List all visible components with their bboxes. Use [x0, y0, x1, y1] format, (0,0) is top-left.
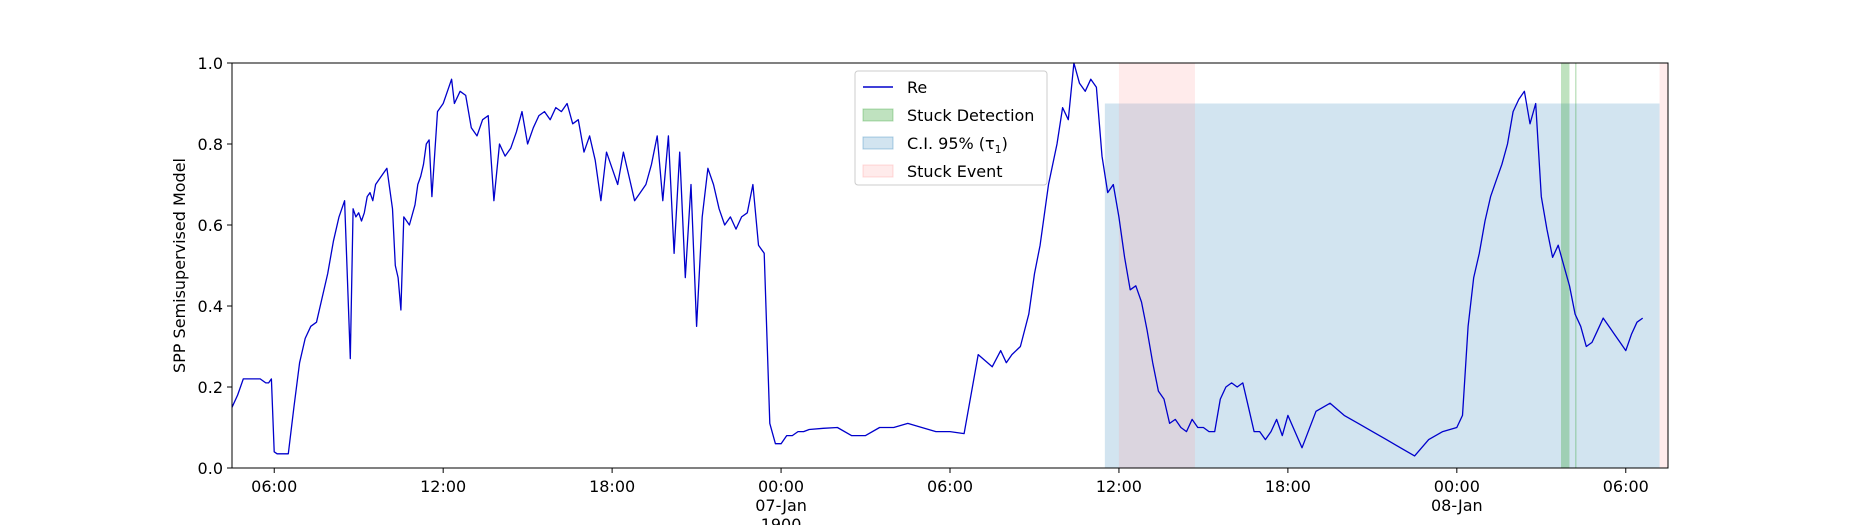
legend-label: Stuck Event	[907, 162, 1003, 181]
x-tick-label: 06:00	[927, 477, 973, 496]
stuck-event-region	[1118, 63, 1195, 468]
x-tick-label: 07-Jan	[755, 496, 807, 515]
stuck-event-region	[1659, 63, 1668, 468]
y-tick-label: 0.6	[198, 216, 223, 235]
x-tick-label: 06:00	[1603, 477, 1649, 496]
y-tick-label: 0.4	[198, 297, 223, 316]
legend-swatch-ci	[862, 136, 894, 150]
x-tick-label: 18:00	[1265, 477, 1311, 496]
x-tick-label: 06:00	[251, 477, 297, 496]
x-tick-label: 12:00	[420, 477, 466, 496]
stuck-detection-region	[1575, 63, 1577, 468]
y-tick-label: 0.2	[198, 378, 223, 397]
y-tick-label: 0.8	[198, 135, 223, 154]
shaded-regions	[1104, 63, 1668, 468]
x-tick-label: 1900	[761, 515, 802, 525]
x-tick-label: 00:00	[758, 477, 804, 496]
y-tick-label: 1.0	[198, 54, 223, 73]
legend-label: Re	[907, 78, 927, 97]
legend-label: Stuck Detection	[907, 106, 1034, 125]
legend-swatch-stuck-event	[862, 164, 894, 178]
series-line-re	[231, 62, 1644, 457]
legend-box	[854, 70, 1048, 186]
x-tick-label: 08-Jan	[1431, 496, 1483, 515]
legend-label: C.I. 95% (τ1)	[907, 134, 1008, 156]
x-tick-label: 18:00	[589, 477, 635, 496]
y-axis-label: SPP Semisupervised Model	[170, 158, 189, 373]
x-tick-label: 00:00	[1434, 477, 1480, 496]
ci-region	[1104, 103, 1660, 468]
legend: Re Stuck Detection C.I. 95% (τ1) Stuck Even…	[854, 70, 1048, 186]
x-tick-label: 12:00	[1096, 477, 1142, 496]
y-axis: 0.0 0.2 0.4 0.6 0.8 1.0	[198, 54, 232, 478]
stuck-detection-region	[1561, 63, 1570, 468]
y-tick-label: 0.0	[198, 459, 223, 478]
legend-swatch-stuck-detection	[862, 108, 894, 122]
series-layer	[231, 62, 1644, 457]
